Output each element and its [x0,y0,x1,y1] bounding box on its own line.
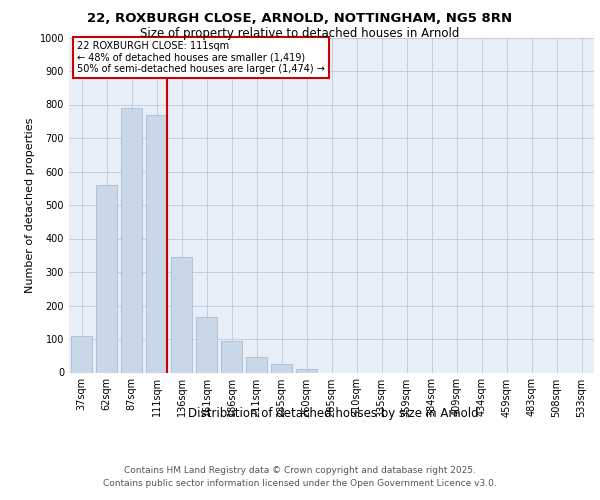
Bar [146,114,167,372]
Bar [296,369,317,372]
Text: Contains HM Land Registry data © Crown copyright and database right 2025.: Contains HM Land Registry data © Crown c… [124,466,476,475]
Bar [71,336,92,372]
Bar [171,257,192,372]
Y-axis label: Number of detached properties: Number of detached properties [25,118,35,292]
Text: Size of property relative to detached houses in Arnold: Size of property relative to detached ho… [140,28,460,40]
Text: Distribution of detached houses by size in Arnold: Distribution of detached houses by size … [188,408,478,420]
Text: Contains public sector information licensed under the Open Government Licence v3: Contains public sector information licen… [103,479,497,488]
Text: 22, ROXBURGH CLOSE, ARNOLD, NOTTINGHAM, NG5 8RN: 22, ROXBURGH CLOSE, ARNOLD, NOTTINGHAM, … [88,12,512,26]
Bar [246,358,267,372]
Bar [271,364,292,372]
Bar [96,185,117,372]
Bar [196,317,217,372]
Text: 22 ROXBURGH CLOSE: 111sqm
← 48% of detached houses are smaller (1,419)
50% of se: 22 ROXBURGH CLOSE: 111sqm ← 48% of detac… [77,41,325,74]
Bar [221,340,242,372]
Bar [121,108,142,372]
